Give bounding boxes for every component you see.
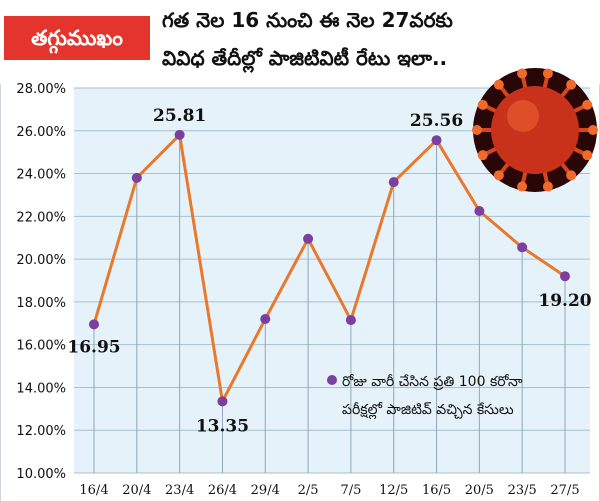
x-tick-label: 20/5 xyxy=(465,483,494,498)
y-tick-label: 12.00% xyxy=(16,424,66,439)
data-point xyxy=(260,314,271,324)
x-tick-label: 2/5 xyxy=(298,483,319,498)
grid-lines xyxy=(74,87,590,474)
x-tick-label: 16/4 xyxy=(79,483,108,498)
data-point xyxy=(131,172,142,183)
virus-spike-tip xyxy=(472,125,482,135)
title-badge: తగ్గుముఖం xyxy=(4,16,150,60)
virus-spike-tip xyxy=(566,170,577,181)
data-point xyxy=(517,242,528,253)
data-label: 13.35 xyxy=(196,416,249,436)
virus-spike-tip xyxy=(542,68,553,79)
series-markers xyxy=(89,129,570,407)
legend-text-line-2: పరీక్షల్లో పాజిటివ్ వచ్చిన కేసులు xyxy=(342,402,514,420)
y-tick-label: 28.00% xyxy=(16,82,66,97)
virus-spike-tip xyxy=(517,181,528,192)
x-tick-label: 26/4 xyxy=(208,483,237,498)
virus-spike-tip xyxy=(566,79,577,90)
y-tick-label: 20.00% xyxy=(16,253,66,268)
virus-spike-tip xyxy=(582,99,593,110)
virus-spike-tip xyxy=(477,99,488,110)
x-tick-label: 29/4 xyxy=(251,483,280,498)
x-tick-label: 27/5 xyxy=(550,483,579,498)
virus-spike-tip xyxy=(542,181,553,192)
y-axis-tick-labels: 10.00% 12.00% 14.00% 16.00% 18.00% 20.00% 22.0… xyxy=(16,82,66,482)
x-tick-label: 23/5 xyxy=(508,483,537,498)
virus-spike-tip xyxy=(493,79,504,90)
data-point xyxy=(89,319,99,330)
virus-body xyxy=(491,86,579,174)
data-point xyxy=(345,315,356,326)
virus-spike-tip xyxy=(588,125,598,135)
virus-highlight xyxy=(507,100,539,132)
data-label: 19.20 xyxy=(538,291,591,311)
headline-line-1: గత నెల 16 నుంచి ఈ నెల 27వరకు xyxy=(162,8,453,32)
y-tick-label: 16.00% xyxy=(16,339,66,354)
legend-marker xyxy=(327,375,337,385)
legend-text-line-1: రోజు వారీ చేసిన ప్రతి 100 కరోనా xyxy=(342,374,523,390)
headline-line-2: వివిధ తేదీల్లో పాజిటివిటీ రేటు ఇలా.. xyxy=(162,46,448,70)
data-point xyxy=(217,396,228,407)
coronavirus-icon xyxy=(472,68,598,192)
y-tick-label: 22.00% xyxy=(16,210,66,225)
x-tick-label: 12/5 xyxy=(379,483,408,498)
x-tick-label: 7/5 xyxy=(340,483,361,498)
legend: రోజు వారీ చేసిన ప్రతి 100 కరోనా పరీక్షల్ల… xyxy=(327,374,523,420)
data-label: 25.81 xyxy=(153,106,206,126)
y-tick-label: 10.00% xyxy=(16,467,66,482)
series-line xyxy=(92,133,566,403)
header: తగ్గుముఖం గత నెల 16 నుంచి ఈ నెల 27వరకు వ… xyxy=(0,0,600,84)
virus-spike-tip xyxy=(582,150,593,161)
y-tick-label: 18.00% xyxy=(16,296,66,311)
y-tick-label: 26.00% xyxy=(16,125,66,140)
data-point xyxy=(174,129,185,140)
data-point xyxy=(474,205,485,216)
series-line-path xyxy=(92,133,566,403)
data-point xyxy=(303,233,314,244)
x-tick-label: 23/4 xyxy=(165,483,194,498)
x-tick-label: 20/4 xyxy=(122,483,151,498)
virus-spike-tip xyxy=(477,150,488,161)
data-label: 25.56 xyxy=(410,111,463,131)
data-labels: 16.95 25.81 13.35 25.56 19.20 xyxy=(67,106,591,437)
y-tick-label: 24.00% xyxy=(16,168,66,183)
x-tick-label: 16/5 xyxy=(422,483,451,498)
data-label: 16.95 xyxy=(67,337,120,357)
y-tick-label: 14.00% xyxy=(16,381,66,396)
data-point xyxy=(431,135,442,146)
virus-spike-tip xyxy=(493,170,504,181)
data-point xyxy=(388,177,399,188)
virus-spike-tip xyxy=(517,68,528,79)
x-axis-tick-labels: 16/4 20/4 23/4 26/4 29/4 2/5 7/5 12/5 16/5 20/5 23… xyxy=(79,483,579,498)
drop-lines xyxy=(93,134,566,473)
data-point xyxy=(560,271,570,282)
